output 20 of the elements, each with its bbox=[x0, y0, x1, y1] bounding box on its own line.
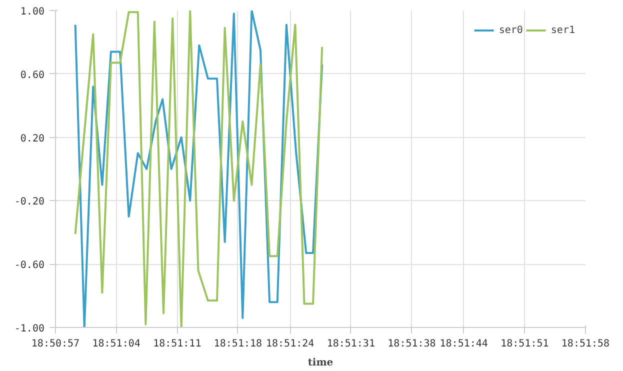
y-tick-label: -0.60 bbox=[14, 260, 45, 272]
legend-label: ser0 bbox=[498, 24, 523, 36]
legend-label: ser1 bbox=[550, 24, 575, 36]
x-tick-label: 18:51:44 bbox=[440, 338, 488, 350]
y-tick-label: -0.20 bbox=[14, 196, 45, 208]
line-series bbox=[74, 10, 324, 328]
y-tick-label: 1.00 bbox=[20, 6, 45, 18]
y-tick-label: -1.00 bbox=[14, 324, 45, 334]
x-tick-label: 18:51:18 bbox=[214, 338, 262, 350]
x-tick-label: 18:50:57 bbox=[31, 338, 80, 350]
x-tick-label: 18:51:24 bbox=[266, 338, 314, 350]
x-tick-label: 18:51:31 bbox=[326, 338, 375, 350]
x-tick-label: 18:51:58 bbox=[561, 338, 610, 350]
x-tick-label: 18:51:11 bbox=[153, 338, 202, 350]
x-tick-label: 18:51:51 bbox=[500, 338, 549, 350]
y-tick-label: 0.20 bbox=[20, 133, 45, 144]
x-tick-label: 18:51:04 bbox=[92, 338, 140, 350]
x-tick-label: 18:51:38 bbox=[388, 338, 436, 350]
y-tick-label: 0.60 bbox=[20, 70, 45, 81]
x-axis-title: time bbox=[308, 358, 334, 368]
